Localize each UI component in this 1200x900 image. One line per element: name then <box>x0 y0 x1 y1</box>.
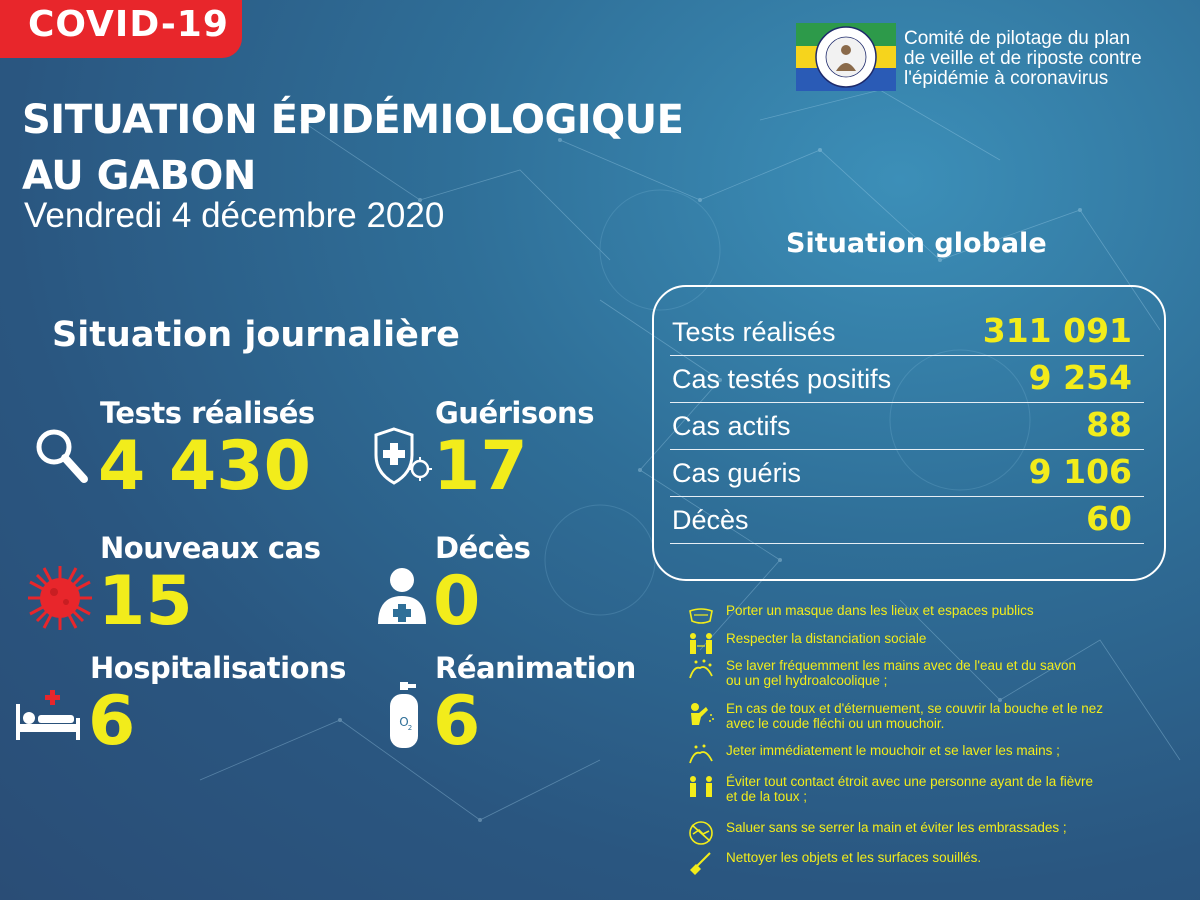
stat-icu-value: 6 <box>433 682 481 761</box>
page-title-line: SITUATION ÉPIDÉMIOLOGIQUE <box>22 97 684 143</box>
shield-cross-virus-icon <box>374 427 432 485</box>
no-handshake-icon <box>689 821 713 845</box>
stat-deaths-label: Décès <box>435 531 531 565</box>
advice-text: Se laver fréquemment les mains avec de l… <box>726 658 1077 688</box>
committee-line: Comité de pilotage du plan <box>904 28 1131 49</box>
stat-recoveries-value: 17 <box>433 427 528 506</box>
covid-tag-label: COVID-19 <box>28 4 229 45</box>
advice-text: En cas de toux et d'éternuement, se couv… <box>726 701 1104 731</box>
global-row: Tests réalisés 311 091 <box>670 309 1144 356</box>
global-row-value: 60 <box>1086 499 1132 538</box>
global-row-label: Décès <box>672 505 749 535</box>
advice-text: Porter un masque dans les lieux et espac… <box>726 603 1034 618</box>
svg-text:2: 2 <box>408 724 412 732</box>
page-title: SITUATION ÉPIDÉMIOLOGIQUE AU GABON <box>22 92 684 204</box>
stat-hospitalisations-label: Hospitalisations <box>90 651 346 685</box>
committee-line: de veille et de riposte contre <box>904 48 1142 69</box>
stat-tests-value: 4 430 <box>98 427 311 506</box>
mask-icon <box>689 608 713 624</box>
global-row-value: 9 254 <box>1028 358 1132 397</box>
advice-text: Jeter immédiatement le mouchoir et se la… <box>726 743 1060 758</box>
global-stats-box <box>652 285 1166 581</box>
global-row: Cas actifs 88 <box>670 403 1144 450</box>
distancing-icon <box>690 776 712 797</box>
advice-text: Respecter la distanciation sociale <box>726 631 927 646</box>
report-date: Vendredi 4 décembre 2020 <box>24 196 445 235</box>
stat-deaths-value: 0 <box>433 562 481 641</box>
distancing-icon <box>690 633 712 654</box>
magnifier-icon <box>36 429 88 483</box>
global-row-label: Cas testés positifs <box>672 364 892 394</box>
virus-icon <box>28 566 92 630</box>
stat-new-cases-label: Nouveaux cas <box>100 531 321 565</box>
stat-new-cases-value: 15 <box>98 562 193 641</box>
stat-icu-label: Réanimation <box>435 651 636 685</box>
committee-line: l'épidémie à coronavirus <box>904 68 1109 89</box>
advice-text: Saluer sans se serrer la main et éviter … <box>726 820 1067 835</box>
sneeze-icon <box>691 703 714 725</box>
global-row: Décès 60 <box>670 497 1144 544</box>
global-section-title: Situation globale <box>786 228 1047 259</box>
global-row-value: 311 091 <box>982 311 1132 350</box>
global-row-label: Cas guéris <box>672 458 802 488</box>
advice-text: Éviter tout contact étroit avec une pers… <box>726 774 1093 804</box>
gabon-flag-seal-logo <box>796 23 896 91</box>
stat-tests-label: Tests réalisés <box>100 396 315 430</box>
global-row-label: Tests réalisés <box>672 317 836 347</box>
hospital-bed-icon <box>16 690 80 740</box>
handwash-icon <box>689 744 713 764</box>
handwash-icon <box>689 659 713 679</box>
stat-hospitalisations-value: 6 <box>88 682 136 761</box>
global-row-value: 9 106 <box>1028 452 1132 491</box>
cleaning-icon <box>690 852 711 875</box>
daily-section-title: Situation journalière <box>52 315 460 355</box>
stat-recoveries-label: Guérisons <box>435 396 594 430</box>
oxygen-tank-icon: O 2 <box>390 682 418 748</box>
person-cross-icon <box>378 568 426 624</box>
page-title-line: AU GABON <box>22 153 256 199</box>
covid-tag: COVID-19 <box>0 0 242 58</box>
advice-text: Nettoyer les objets et les surfaces soui… <box>726 850 982 865</box>
global-row: Cas testés positifs 9 254 <box>670 356 1144 403</box>
global-row-label: Cas actifs <box>672 411 791 441</box>
global-row-value: 88 <box>1086 405 1132 444</box>
committee-name: Comité de pilotage du plan de veille et … <box>904 29 1194 89</box>
global-row: Cas guéris 9 106 <box>670 450 1144 497</box>
svg-text:O: O <box>399 715 408 729</box>
